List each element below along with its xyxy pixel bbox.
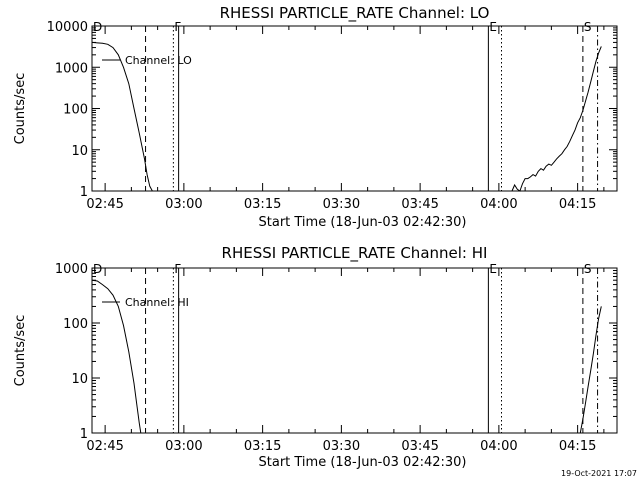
y-tick-label: 10: [71, 372, 88, 387]
y-tick-label: 10000: [47, 20, 88, 35]
x-tick-label: 04:15: [559, 197, 596, 212]
series-line: [91, 279, 142, 434]
x-tick-label: 04:15: [559, 439, 596, 454]
legend-label: Channel: LO: [125, 54, 192, 67]
x-tick-label: 02:45: [86, 197, 123, 212]
panel-lo: RHESSI PARTICLE_RATE Channel: LO 1 10 100 10…: [13, 4, 618, 230]
x-tick-label: 03:00: [165, 439, 202, 454]
y-tick-label: 10: [71, 144, 88, 159]
x-tick-label: 04:00: [480, 439, 517, 454]
y-tick-label: 100: [63, 103, 88, 118]
x-tick-label: 03:00: [165, 197, 202, 212]
series-line: [579, 306, 602, 434]
plot-frame: [91, 25, 618, 192]
x-tick-label: 04:00: [480, 197, 517, 212]
y-tick-label: 1: [80, 185, 88, 200]
plot-frame: [91, 267, 618, 434]
y-tick-label: 100: [63, 317, 88, 332]
x-tick-label: 03:15: [244, 197, 281, 212]
x-tick-label: 03:30: [323, 439, 360, 454]
series-line: [511, 46, 602, 192]
marker-label: S: [584, 20, 592, 34]
legend-label: Channel: HI: [125, 296, 189, 309]
timestamp-text: 19-Oct-2021 17:07: [561, 469, 637, 478]
marker-label: F: [174, 20, 181, 34]
series-line: [91, 41, 155, 192]
x-tick-label: 03:30: [323, 197, 360, 212]
y-tick-label: 1000: [55, 262, 88, 277]
marker-label: F: [174, 262, 181, 276]
y-tick-label: 1000: [55, 61, 88, 76]
marker-label: E: [489, 20, 497, 34]
marker-label: D: [93, 20, 102, 34]
x-tick-label: 03:15: [244, 439, 281, 454]
chart-title: RHESSI PARTICLE_RATE Channel: HI: [222, 244, 488, 263]
y-tick-label: 1: [80, 427, 88, 442]
marker-label: S: [584, 262, 592, 276]
y-axis-label: Counts/sec: [13, 73, 28, 145]
x-axis-label: Start Time (18-Jun-03 02:42:30): [259, 455, 467, 470]
x-tick-label: 03:45: [401, 197, 438, 212]
chart-title: RHESSI PARTICLE_RATE Channel: LO: [220, 4, 490, 23]
y-axis-label: Counts/sec: [13, 315, 28, 387]
marker-label: D: [93, 262, 102, 276]
marker-label: E: [489, 262, 497, 276]
x-axis-label: Start Time (18-Jun-03 02:42:30): [259, 215, 467, 230]
panel-hi: RHESSI PARTICLE_RATE Channel: HI 1 10 100 10…: [13, 244, 618, 470]
x-tick-label: 03:45: [401, 439, 438, 454]
x-tick-label: 02:45: [86, 439, 123, 454]
